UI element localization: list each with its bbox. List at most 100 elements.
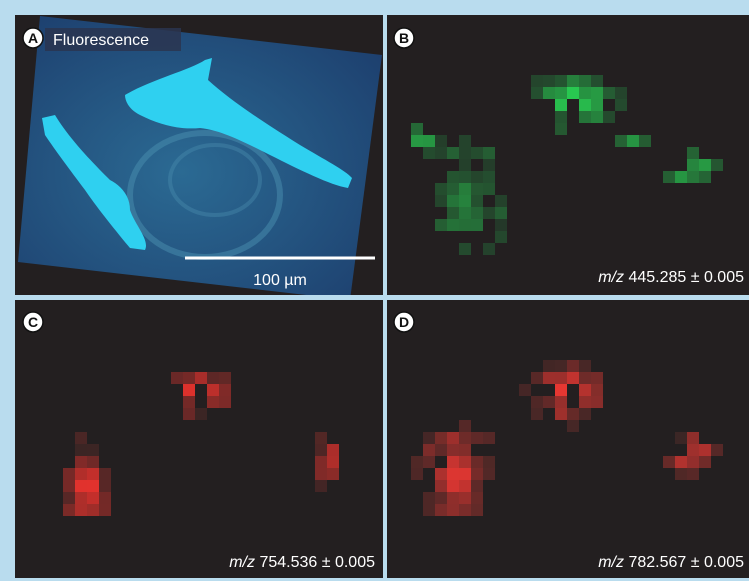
- pixel: [423, 504, 435, 516]
- pixel: [471, 480, 483, 492]
- pixel: [471, 504, 483, 516]
- pixel: [687, 444, 699, 456]
- pixel: [531, 396, 543, 408]
- pixel: [699, 456, 711, 468]
- pixel: [555, 99, 567, 111]
- pixel: [543, 396, 555, 408]
- pixel: [459, 468, 471, 480]
- pixel: [327, 468, 339, 480]
- pixel: [663, 456, 675, 468]
- pixel: [591, 396, 603, 408]
- pixel: [87, 504, 99, 516]
- pixel: [459, 171, 471, 183]
- pixel: [459, 492, 471, 504]
- pixel: [531, 75, 543, 87]
- pixel: [471, 219, 483, 231]
- pixel: [447, 147, 459, 159]
- pixel: [675, 468, 687, 480]
- pixel: [591, 384, 603, 396]
- pixel: [195, 408, 207, 420]
- pixel: [687, 147, 699, 159]
- mz-italic: m/z: [598, 554, 624, 571]
- pixel: [63, 468, 75, 480]
- pixel: [195, 372, 207, 384]
- pixel: [567, 408, 579, 420]
- panel-c: [15, 300, 383, 578]
- pixel: [483, 456, 495, 468]
- pixel: [687, 159, 699, 171]
- pixel: [579, 87, 591, 99]
- pixel: [555, 87, 567, 99]
- pixel: [663, 171, 675, 183]
- scale-bar-label: 100 µm: [253, 272, 307, 289]
- pixel: [459, 135, 471, 147]
- pixel: [207, 372, 219, 384]
- pixel: [615, 135, 627, 147]
- pixel: [447, 504, 459, 516]
- pixel: [327, 444, 339, 456]
- pixel: [435, 468, 447, 480]
- pixel: [423, 456, 435, 468]
- mz-italic: m/z: [598, 269, 624, 286]
- pixel: [315, 480, 327, 492]
- pixel: [219, 372, 231, 384]
- pixel: [531, 372, 543, 384]
- pixel: [495, 207, 507, 219]
- pixel: [75, 432, 87, 444]
- pixel: [471, 207, 483, 219]
- pixel: [423, 135, 435, 147]
- pixel: [579, 111, 591, 123]
- pixel: [471, 468, 483, 480]
- pixel: [423, 444, 435, 456]
- pixel: [567, 75, 579, 87]
- pixel: [591, 75, 603, 87]
- pixel: [447, 492, 459, 504]
- pixel: [471, 432, 483, 444]
- pixel: [87, 456, 99, 468]
- mz-label: m/z 754.536 ± 0.005: [229, 554, 375, 571]
- pixel: [447, 444, 459, 456]
- pixel: [699, 444, 711, 456]
- panel-letter: C: [28, 314, 38, 330]
- pixel: [435, 492, 447, 504]
- pixel: [591, 99, 603, 111]
- pixel: [459, 504, 471, 516]
- pixel: [447, 432, 459, 444]
- pixel: [99, 504, 111, 516]
- pixel: [459, 456, 471, 468]
- pixel: [639, 135, 651, 147]
- pixel: [87, 468, 99, 480]
- fluorescence-image: [18, 16, 382, 300]
- pixel: [63, 480, 75, 492]
- pixel: [87, 444, 99, 456]
- pixel: [411, 135, 423, 147]
- pixel: [435, 219, 447, 231]
- pixel: [435, 432, 447, 444]
- mz-label: m/z 445.285 ± 0.005: [598, 269, 744, 286]
- pixel: [63, 492, 75, 504]
- pixel: [459, 432, 471, 444]
- pixel: [555, 372, 567, 384]
- mz-label: m/z 782.567 ± 0.005: [598, 554, 744, 571]
- pixel: [603, 87, 615, 99]
- pixel: [435, 480, 447, 492]
- pixel: [219, 396, 231, 408]
- pixel: [447, 195, 459, 207]
- pixel: [711, 444, 723, 456]
- pixel: [183, 396, 195, 408]
- pixel: [99, 480, 111, 492]
- pixel: [471, 492, 483, 504]
- pixel: [495, 195, 507, 207]
- pixel: [531, 87, 543, 99]
- pixel: [603, 111, 615, 123]
- pixel: [183, 384, 195, 396]
- pixel: [219, 384, 231, 396]
- pixel: [471, 456, 483, 468]
- mz-italic: m/z: [229, 554, 255, 571]
- pixel: [63, 504, 75, 516]
- pixel: [579, 384, 591, 396]
- pixel: [579, 408, 591, 420]
- pixel: [315, 432, 327, 444]
- pixel: [579, 75, 591, 87]
- pixel: [591, 87, 603, 99]
